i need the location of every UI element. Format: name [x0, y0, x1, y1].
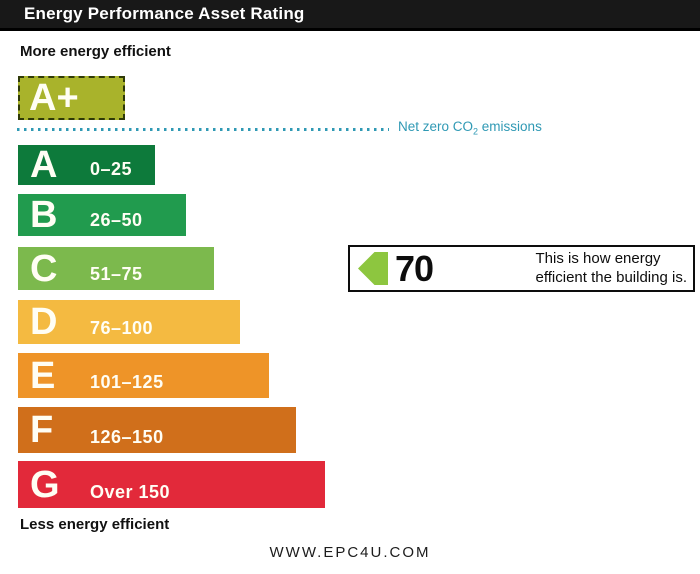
- less-efficient-label: Less energy efficient: [20, 516, 170, 533]
- band-letter: F: [30, 409, 54, 451]
- footer-website: WWW.EPC4U.COM: [269, 544, 431, 561]
- rating-band-b: B 26–50: [18, 194, 186, 236]
- net-zero-suffix: emissions: [478, 119, 542, 134]
- title-bar: Energy Performance Asset Rating: [0, 0, 700, 31]
- net-zero-label: Net zero CO2 emissions: [398, 119, 542, 137]
- band-range-label: 26–50: [90, 210, 143, 230]
- band-letter: A+: [29, 77, 79, 119]
- rating-band-f: F 126–150: [18, 407, 296, 453]
- band-letter: D: [30, 301, 58, 343]
- net-zero-text: Net zero CO: [398, 119, 474, 134]
- page-title: Energy Performance Asset Rating: [24, 4, 305, 23]
- band-letter: C: [30, 247, 58, 290]
- band-letter: B: [30, 194, 58, 236]
- rating-description: This is how energy efficient the buildin…: [536, 250, 688, 288]
- rating-description-line2: efficient the building is.: [535, 268, 688, 286]
- band-range-label: 101–125: [90, 372, 164, 392]
- band-range-label: Over 150: [90, 482, 171, 502]
- rating-indicator: 70 This is how energy efficient the buil…: [348, 245, 695, 292]
- band-range-label: 126–150: [90, 427, 164, 447]
- rating-description-line1: This is how energy: [535, 249, 661, 267]
- net-zero-subscript: 2: [473, 126, 479, 137]
- band-letter: E: [30, 354, 56, 397]
- rating-arrow-icon: [358, 252, 388, 285]
- rating-band-d: D 76–100: [18, 300, 240, 344]
- band-range-label: 51–75: [90, 264, 143, 284]
- band-letter: A: [30, 144, 58, 186]
- more-efficient-label: More energy efficient: [20, 43, 171, 60]
- rating-band-c: C 51–75: [18, 247, 214, 290]
- rating-band-g: G Over 150: [18, 461, 325, 508]
- band-range-label: 76–100: [90, 318, 154, 338]
- band-range-label: 0–25: [90, 159, 133, 179]
- net-zero-dotted-line: [17, 127, 389, 131]
- rating-value: 70: [395, 247, 434, 289]
- rating-band-a-plus: A+: [18, 76, 125, 120]
- band-letter: G: [30, 463, 60, 506]
- rating-band-e: E 101–125: [18, 353, 269, 398]
- rating-band-a: A 0–25: [18, 145, 155, 185]
